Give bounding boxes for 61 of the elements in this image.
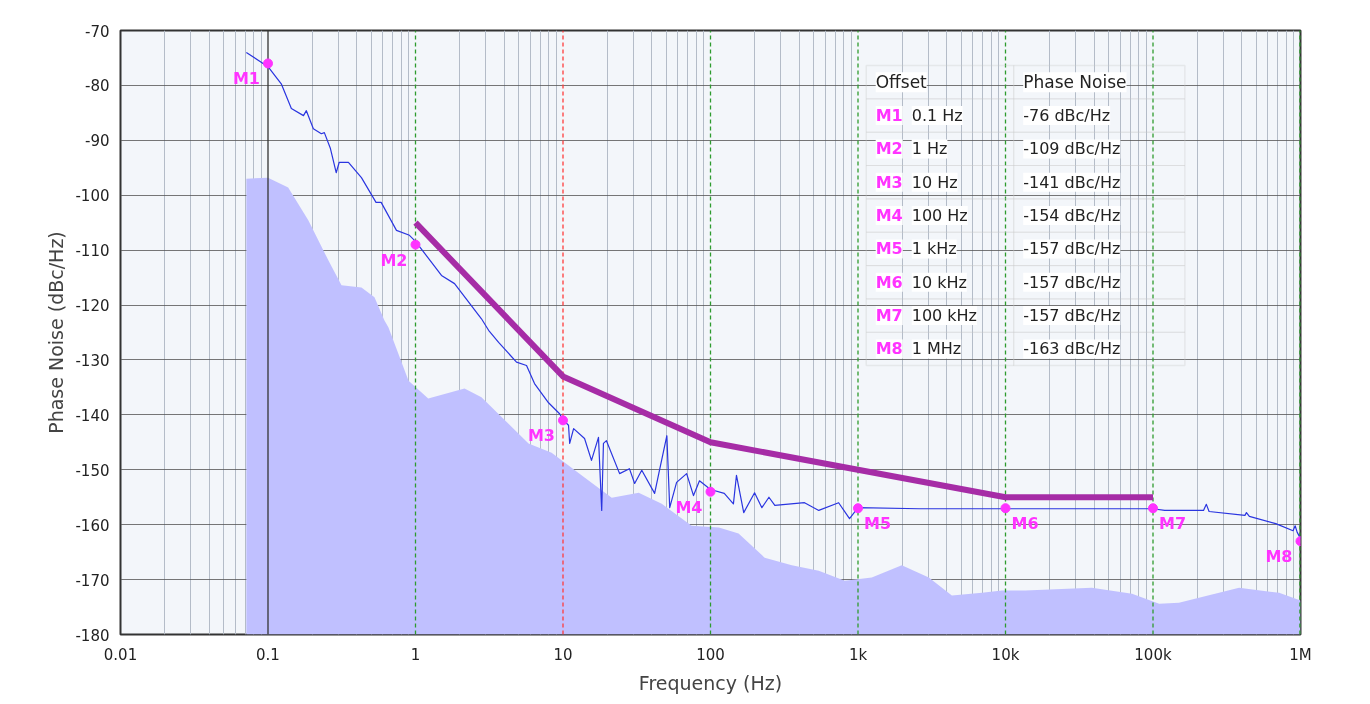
x-tick-label: 10 <box>553 645 573 664</box>
data-label: M8 <box>1265 547 1293 567</box>
annotation: -154 dBc/Hz <box>1023 206 1121 226</box>
y-tick-label: -140 <box>75 406 110 425</box>
text: M3 <box>875 172 903 192</box>
text: M7 <box>875 306 903 326</box>
x-tick-label: 1k <box>848 645 868 664</box>
y-tick-label: -150 <box>75 461 110 480</box>
y-tick-label: -100 <box>75 187 110 206</box>
text: M4 <box>875 206 903 226</box>
annotation: -163 dBc/Hz <box>1023 339 1121 359</box>
annotation: -76 dBc/Hz <box>1023 106 1111 126</box>
annotation: 100 kHz <box>911 306 978 326</box>
annotation: Phase Noise <box>1023 72 1127 93</box>
text: M6 <box>875 272 903 292</box>
y-axis-title: Phase Noise (dBc/Hz) <box>45 231 68 434</box>
point <box>1148 503 1158 514</box>
y-tick-label: -90 <box>85 132 110 151</box>
annotation: 0.1 Hz <box>911 106 963 126</box>
point <box>1000 503 1011 514</box>
annotation: 1 kHz <box>911 239 957 259</box>
data-label: M3 <box>527 426 556 446</box>
point <box>853 503 863 514</box>
text: M1 <box>875 106 903 126</box>
y-tick-label: -130 <box>75 351 110 370</box>
annotation: -157 dBc/Hz <box>1023 272 1121 292</box>
point <box>705 486 716 497</box>
point <box>263 58 273 69</box>
y-tick-label: -120 <box>75 297 110 316</box>
y-tick-label: -80 <box>85 77 110 96</box>
text: M8 <box>875 339 903 359</box>
y-tick-label: -160 <box>75 516 110 535</box>
x-tick-label: 100 <box>696 645 725 664</box>
x-axis-title: Frequency (Hz) <box>638 671 783 694</box>
data-label: M2 <box>380 250 408 270</box>
annotation: -109 dBc/Hz <box>1023 139 1121 159</box>
x-tick-label: 0.01 <box>103 645 138 664</box>
y-tick-label: -110 <box>75 242 110 261</box>
x-tick-label: 1 <box>410 645 421 664</box>
annotation: 10 kHz <box>911 272 967 292</box>
y-tick-label: -70 <box>85 22 110 41</box>
x-tick-label: 1M <box>1289 645 1312 664</box>
x-tick-label: 0.1 <box>256 645 280 664</box>
annotation: Offset <box>875 72 928 93</box>
x-tick-label: 100k <box>1134 645 1172 664</box>
annotation: 1 Hz <box>911 139 948 159</box>
x-tick-label: 10k <box>991 645 1020 664</box>
annotation: -157 dBc/Hz <box>1023 306 1121 326</box>
data-label: M1 <box>232 69 261 89</box>
annotation: -141 dBc/Hz <box>1023 172 1121 192</box>
y-tick-label: -180 <box>75 626 110 645</box>
annotation: -157 dBc/Hz <box>1023 239 1121 259</box>
text: M2 <box>875 139 903 159</box>
annotation: 100 Hz <box>911 206 968 226</box>
text: M5 <box>875 239 903 259</box>
point <box>410 239 421 250</box>
data-label: M4 <box>675 497 703 517</box>
point <box>558 415 568 426</box>
annotation: 1 MHz <box>911 339 962 359</box>
annotation: 10 Hz <box>911 172 958 192</box>
y-tick-label: -170 <box>75 571 110 590</box>
